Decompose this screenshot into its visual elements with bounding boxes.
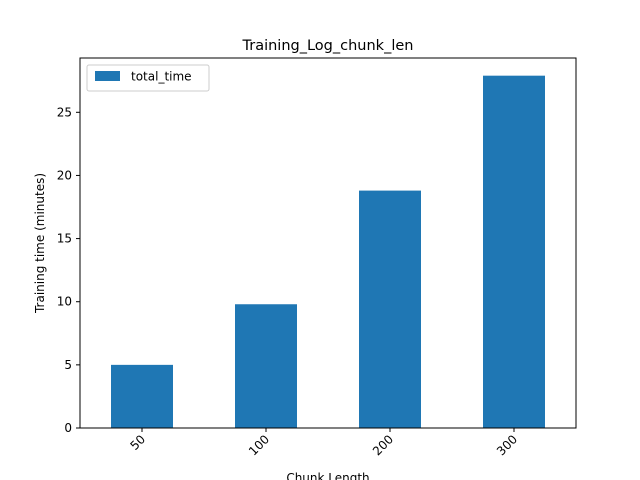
legend-label: total_time (131, 70, 192, 84)
y-tick-label: 5 (64, 358, 72, 372)
bar-200 (359, 190, 421, 428)
bars-group (111, 75, 545, 428)
bar-100 (235, 304, 297, 428)
bar-300 (483, 75, 545, 428)
bar-50 (111, 364, 173, 428)
x-axis-label: Chunk Length (286, 471, 369, 480)
x-tick-label: 50 (127, 432, 148, 453)
legend: total_time (86, 64, 210, 92)
plot-frame (79, 57, 577, 429)
x-axis-ticks: 50 100 200 300 (127, 428, 520, 458)
y-axis-label: Training time (minutes) (33, 173, 47, 314)
y-tick-label: 0 (64, 421, 72, 435)
chart-title: Training_Log_chunk_len (242, 38, 414, 54)
x-tick-label: 300 (494, 432, 520, 458)
y-tick-label: 20 (57, 168, 72, 182)
legend-swatch (95, 71, 120, 81)
y-axis-ticks: 0 5 10 15 20 25 (57, 105, 80, 435)
y-tick-label: 25 (57, 105, 72, 119)
x-tick-label: 100 (246, 432, 272, 458)
x-tick-label: 200 (370, 432, 396, 458)
y-tick-label: 10 (57, 295, 72, 309)
y-tick-label: 15 (57, 232, 72, 246)
